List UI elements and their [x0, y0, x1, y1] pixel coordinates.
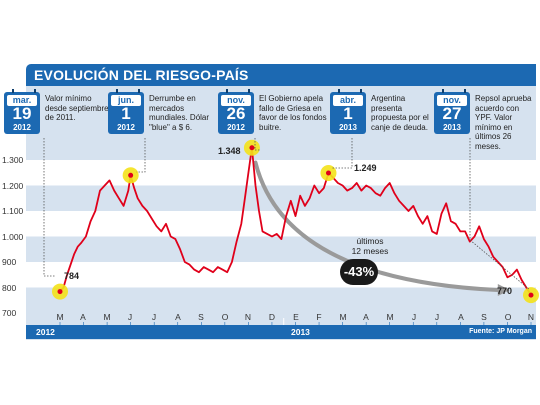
highlight-point-center [528, 292, 534, 298]
point-label-770: 770 [497, 286, 513, 296]
highlight-point-center [57, 289, 63, 295]
x-tick-label: E [293, 312, 299, 322]
calendar-year: 2012 [13, 123, 31, 132]
calendar-icon: nov. 26 2012 [218, 89, 254, 134]
calendar-year: 2013 [339, 123, 357, 132]
callout-leader [43, 138, 56, 277]
calendar-year: 2013 [443, 123, 461, 132]
x-tick-label: J [434, 312, 440, 322]
chart-title: EVOLUCIÓN DEL RIESGO-PAÍS [34, 67, 249, 83]
y-tick-label: 800 [2, 283, 17, 293]
calendar-rings [12, 89, 36, 93]
calendar-day: 1 [343, 104, 353, 123]
calendar-year: 2012 [117, 123, 135, 132]
x-tick-label: S [198, 312, 204, 322]
calendar-rings [116, 89, 140, 93]
calendar-day: 26 [226, 104, 246, 123]
trend-arrow-head [497, 284, 510, 297]
callout-text: El Gobierno apela fallo de Griesa en fav… [259, 94, 327, 132]
x-tick-label: M [103, 312, 111, 322]
annotation-line-1: últimos [356, 236, 384, 246]
callout-leader [332, 138, 353, 169]
year-label-2012: 2012 [36, 327, 55, 337]
y-tick-label: 1.300 [2, 155, 24, 165]
title-bar: EVOLUCIÓN DEL RIESGO-PAÍS [26, 64, 536, 86]
source-note: Fuente: JP Morgan [469, 328, 532, 335]
calendar-month: jun. [111, 95, 141, 106]
calendar-icon: mar. 19 2012 [4, 89, 40, 134]
x-tick-label: N [527, 312, 535, 322]
year-bar [26, 325, 536, 339]
x-tick-label: A [175, 312, 181, 322]
x-tick-label: A [458, 312, 464, 322]
change-badge: -43% [340, 259, 378, 285]
x-tick-label: M [386, 312, 394, 322]
period-annotation: últimos 12 meses [342, 236, 398, 256]
callout-3: nov. 26 2012 El Gobierno apela fallo de … [218, 89, 330, 138]
x-tick-label: A [363, 312, 369, 322]
point-label-1249: 1.249 [354, 163, 377, 173]
trend-arrow [253, 160, 500, 293]
x-tick-label: J [151, 312, 157, 322]
callout-text: Derrumbe en mercados mundiales. Dólar "b… [149, 94, 210, 132]
callout-2: jun. 1 2012 Derrumbe en mercados mundial… [108, 89, 218, 138]
y-tick-label: 1.000 [2, 232, 24, 242]
callout-text: Repsol aprueba acuerdo con YPF. Valor mí… [475, 94, 532, 151]
highlight-point-center [128, 172, 134, 178]
calendar-icon: nov. 27 2013 [434, 89, 470, 134]
callout-5: nov. 27 2013 Repsol aprueba acuerdo con … [434, 89, 538, 151]
callout-leader [254, 138, 260, 151]
calendar-icon: jun. 1 2012 [108, 89, 144, 134]
grid-band [26, 262, 536, 288]
x-tick-label: M [339, 312, 347, 322]
calendar-rings [226, 89, 250, 93]
point-label-1348: 1.348 [218, 146, 241, 156]
callout-leader [469, 138, 530, 290]
point-label-784: 784 [64, 271, 80, 281]
calendar-day: 19 [12, 104, 32, 123]
x-tick-label: J [411, 312, 417, 322]
highlight-point-center [249, 145, 255, 151]
year-label-2013: 2013 [291, 327, 310, 337]
highlight-point-center [325, 170, 331, 176]
callout-text: Argentina presenta propuesta por el canj… [371, 94, 429, 132]
x-tick-label: O [504, 312, 512, 322]
calendar-month: nov. [221, 95, 251, 106]
callout-1: mar. 19 2012 Valor mínimo desde septiemb… [4, 89, 114, 138]
calendar-rings [338, 89, 362, 93]
annotation-line-2: 12 meses [351, 246, 389, 256]
calendar-month: mar. [7, 95, 37, 106]
x-tick-label: M [56, 312, 64, 322]
calendar-year: 2012 [227, 123, 245, 132]
x-tick-label: O [221, 312, 229, 322]
callout-4: abr. 1 2013 Argentina presenta propuesta… [330, 89, 434, 138]
x-tick-label: A [80, 312, 86, 322]
calendar-icon: abr. 1 2013 [330, 89, 366, 134]
x-tick-label: F [316, 312, 322, 322]
x-tick-label: D [268, 312, 276, 322]
calendar-month: abr. [333, 95, 363, 106]
calendar-rings [442, 89, 466, 93]
y-tick-label: 1.200 [2, 181, 24, 191]
callout-leader [136, 138, 146, 173]
y-tick-label: 700 [2, 308, 17, 318]
x-tick-label: N [244, 312, 252, 322]
callout-text: Valor mínimo desde septiembre de 2011. [45, 94, 109, 122]
grid-band [26, 160, 536, 186]
calendar-day: 27 [442, 104, 462, 123]
y-tick-label: 1.100 [2, 206, 24, 216]
y-tick-label: 900 [2, 257, 17, 267]
calendar-month: nov. [437, 95, 467, 106]
calendar-day: 1 [121, 104, 131, 123]
x-tick-label: J [127, 312, 133, 322]
x-tick-label: S [481, 312, 487, 322]
